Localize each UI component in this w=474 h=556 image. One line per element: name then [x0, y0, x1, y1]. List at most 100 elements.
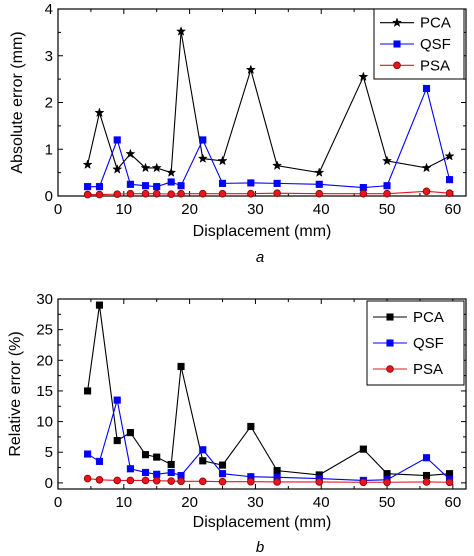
point-psa — [422, 187, 431, 196]
point-pca — [84, 387, 92, 395]
point-qsf — [177, 182, 185, 190]
y-tick-label: 1 — [45, 141, 53, 158]
point-psa — [218, 189, 227, 198]
point-psa — [315, 478, 324, 486]
point-pca — [141, 451, 150, 459]
y-tick-label: 0 — [45, 188, 53, 205]
point-psa — [141, 189, 150, 198]
point-pca — [125, 148, 136, 159]
point-psa — [141, 476, 150, 485]
point-pca — [177, 362, 185, 370]
point-psa — [445, 478, 454, 487]
point-psa — [445, 189, 454, 197]
point-qsf — [445, 176, 454, 184]
point-pca — [175, 26, 187, 36]
point-psa — [273, 189, 281, 197]
legend-label-qsf: QSF — [413, 335, 444, 352]
y-tick-label: 20 — [36, 352, 53, 369]
point-psa — [83, 474, 92, 483]
x-tick-label: 10 — [115, 201, 132, 218]
x-tick-label: 20 — [181, 201, 198, 218]
x-tick-label: 30 — [247, 201, 264, 218]
plot-frame — [57, 298, 467, 490]
y-tick-label: 30 — [36, 291, 53, 308]
point-pca — [113, 437, 121, 445]
point-qsf — [422, 454, 431, 462]
point-pca — [245, 64, 256, 75]
point-qsf — [247, 179, 255, 187]
x-tick-label: 10 — [115, 494, 132, 511]
point-psa — [359, 189, 368, 198]
point-pca — [247, 422, 255, 431]
point-psa — [113, 476, 122, 485]
point-qsf — [315, 180, 323, 188]
x-tick-label: 40 — [313, 201, 330, 218]
point-psa — [177, 477, 185, 486]
x-tick-label: 60 — [444, 201, 461, 218]
point-qsf — [383, 182, 391, 190]
chart-a: 0 10 20 30 40 50 60 0 1 2 3 4 Displacement (mm) Absol… — [9, 1, 467, 266]
y-tick-label: 4 — [45, 1, 53, 18]
point-psa — [126, 476, 135, 485]
point-pca — [112, 164, 123, 174]
legend-marker-pca — [386, 313, 394, 321]
legend-box — [366, 300, 465, 386]
point-pca — [153, 453, 161, 461]
point-psa — [95, 476, 104, 484]
point-qsf — [199, 136, 207, 144]
point-pca — [422, 471, 431, 480]
point-psa — [83, 190, 92, 199]
point-qsf — [95, 183, 104, 191]
point-psa — [198, 189, 207, 198]
legend-marker-qsf — [386, 339, 394, 347]
point-qsf — [153, 183, 161, 191]
y-tick-label: 10 — [36, 414, 53, 431]
y-tick-label: 2 — [45, 95, 53, 112]
series-line-qsf — [87, 399, 450, 481]
legend-marker-pca — [391, 17, 403, 27]
point-qsf — [84, 450, 92, 458]
x-tick-label: 30 — [247, 494, 264, 511]
series-line-qsf — [87, 86, 451, 189]
y-tick-label: 5 — [45, 444, 53, 461]
point-pca — [444, 150, 455, 161]
point-psa — [273, 478, 281, 486]
point-pca — [272, 160, 283, 170]
y-tick-label: 3 — [45, 48, 53, 65]
point-pca — [94, 107, 105, 118]
point-pca — [95, 301, 104, 309]
x-tick-label: 50 — [379, 201, 396, 218]
point-pca — [359, 445, 367, 453]
point-qsf — [95, 457, 104, 465]
point-pca — [217, 155, 228, 166]
point-qsf — [141, 182, 150, 190]
point-qsf — [113, 396, 121, 404]
point-psa — [152, 189, 161, 198]
point-psa — [359, 478, 368, 487]
point-pca — [314, 167, 325, 177]
point-qsf — [218, 179, 227, 187]
y-tick-label: 25 — [36, 322, 53, 339]
point-pca — [140, 162, 151, 173]
x-axis-label: Displacement (mm) — [193, 223, 332, 240]
panel-label: a — [256, 249, 264, 266]
point-pca — [383, 470, 391, 478]
y-tick-label: 15 — [36, 383, 53, 400]
point-qsf — [199, 446, 207, 454]
point-psa — [126, 189, 135, 198]
point-pca — [166, 167, 177, 177]
point-qsf — [126, 465, 134, 473]
y-tick-label: 0 — [45, 475, 53, 492]
x-tick-label: 0 — [54, 494, 62, 511]
point-qsf — [113, 136, 121, 144]
point-psa — [152, 476, 161, 485]
x-tick-label: 0 — [54, 201, 62, 218]
legend-label-psa: PSA — [420, 57, 450, 74]
point-qsf — [153, 470, 161, 478]
point-psa — [167, 477, 175, 485]
legend-label-pca: PCA — [413, 309, 444, 326]
point-qsf — [218, 470, 227, 478]
point-pca — [197, 153, 208, 163]
point-pca — [82, 159, 93, 169]
